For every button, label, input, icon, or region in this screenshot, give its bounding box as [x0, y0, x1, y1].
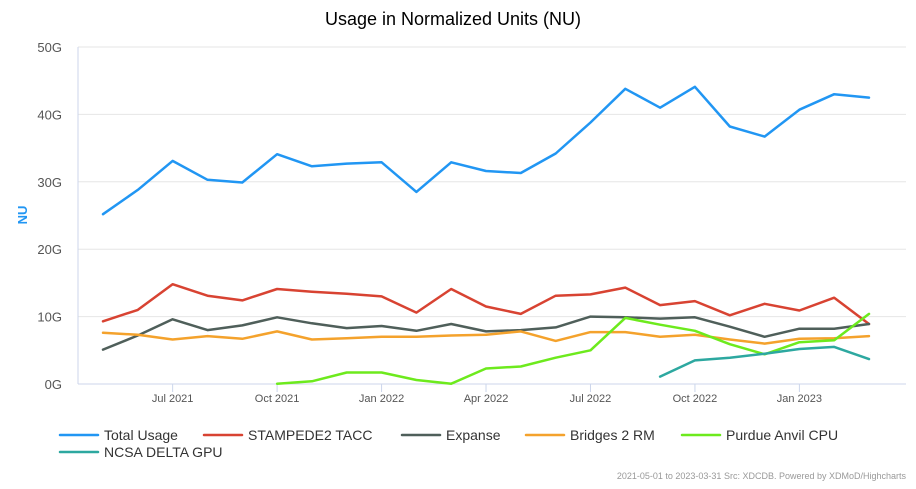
legend-label: NCSA DELTA GPU	[104, 444, 223, 460]
series-line-bridges-2-rm	[101, 330, 871, 345]
y-tick-label: 40G	[37, 107, 62, 122]
x-tick-label: Oct 2021	[255, 393, 300, 405]
y-tick-label: 30G	[37, 175, 62, 190]
y-axis-title: NU	[15, 206, 30, 225]
legend: Total Usage STAMPEDE2 TACC Expanse Bridges …	[58, 427, 838, 460]
x-tick-label: Jul 2021	[152, 393, 194, 405]
y-axis-tick-labels: 0G 10G 20G 30G 40G 50G	[37, 40, 62, 392]
grid-lines	[78, 46, 906, 318]
x-tick-label: Oct 2022	[673, 393, 718, 405]
y-tick-label: 50G	[37, 40, 62, 55]
series-line-stampede2-tacc	[101, 282, 871, 326]
legend-label: STAMPEDE2 TACC	[248, 427, 372, 443]
x-axis: Jul 2021 Oct 2021 Jan 2022 Apr 2022 Jul 2022…	[77, 47, 906, 405]
legend-item-stampede2-tacc[interactable]: STAMPEDE2 TACC	[202, 427, 372, 443]
legend-label: Total Usage	[104, 427, 178, 443]
legend-label: Purdue Anvil CPU	[726, 427, 838, 443]
chart-credits: 2021-05-01 to 2023-03-31 Src: XDCDB. Pow…	[617, 471, 907, 481]
x-tick-label: Jan 2023	[777, 393, 822, 405]
x-tick-label: Jan 2022	[359, 393, 404, 405]
chart-title: Usage in Normalized Units (NU)	[325, 9, 581, 29]
legend-label: Expanse	[446, 427, 501, 443]
y-tick-label: 0G	[45, 377, 62, 392]
legend-item-total-usage[interactable]: Total Usage	[58, 427, 178, 443]
legend-item-purdue-anvil-cpu[interactable]: Purdue Anvil CPU	[680, 427, 838, 443]
y-tick-label: 10G	[37, 310, 62, 325]
legend-item-bridges-2-rm[interactable]: Bridges 2 RM	[524, 427, 655, 443]
series-lines	[101, 85, 871, 385]
series-line-ncsa-delta-gpu	[658, 345, 871, 378]
legend-item-ncsa-delta-gpu[interactable]: NCSA DELTA GPU	[58, 444, 223, 460]
series-line-expanse	[101, 315, 871, 351]
x-tick-label: Apr 2022	[464, 393, 509, 405]
x-tick-label: Jul 2022	[570, 393, 612, 405]
series-line-total-usage	[101, 85, 871, 216]
legend-label: Bridges 2 RM	[570, 427, 655, 443]
y-tick-label: 20G	[37, 242, 62, 257]
legend-item-expanse[interactable]: Expanse	[400, 427, 501, 443]
